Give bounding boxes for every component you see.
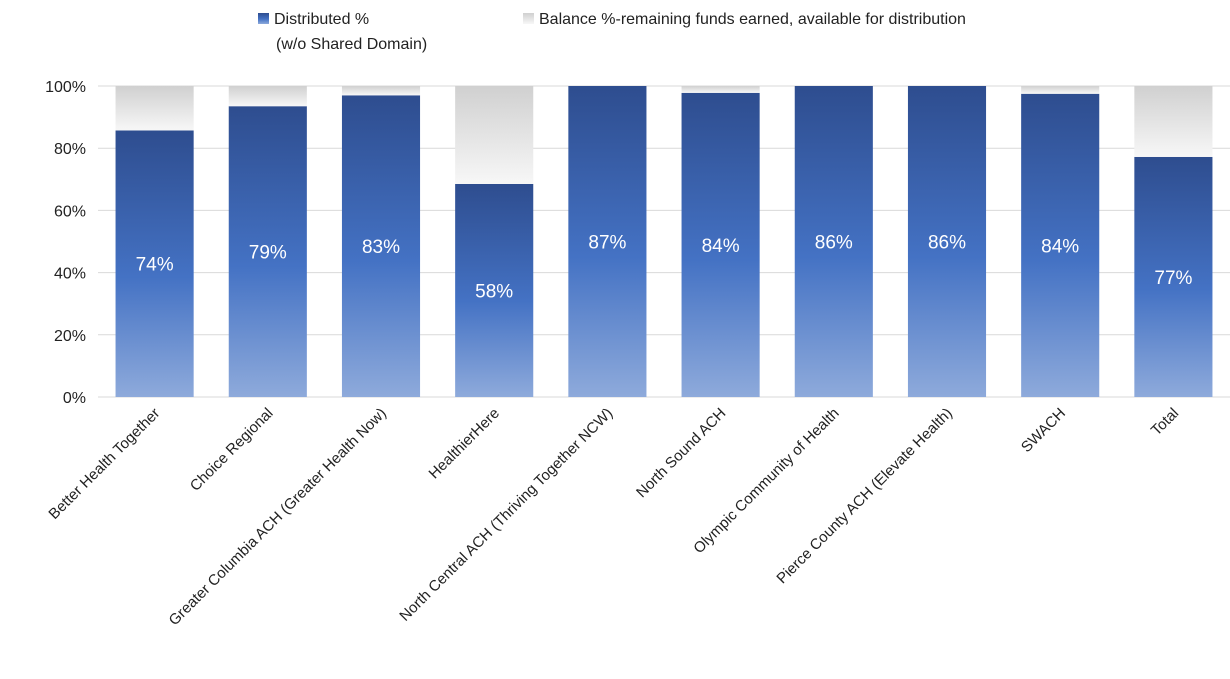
bar-balance xyxy=(681,86,760,93)
legend-label-balance: Balance %-remaining funds earned, availa… xyxy=(539,11,966,28)
x-category-label: Choice Regional xyxy=(187,405,277,495)
bar-balance xyxy=(228,86,307,107)
data-label: 87% xyxy=(588,233,626,254)
data-label: 86% xyxy=(815,233,853,254)
legend-swatch-distributed xyxy=(258,13,269,24)
legend-item-distributed: Distributed % (w/o Shared Domain) xyxy=(258,11,427,53)
y-axis: 0% 20% 40% 60% 80% 100% xyxy=(45,79,86,407)
x-category-label: Greater Columbia ACH (Greater Health Now… xyxy=(166,405,390,629)
x-category-label: Total xyxy=(1148,405,1182,439)
data-labels: 74% 79% 83% 58% 87% 84% 86% 86% 84% 77% xyxy=(136,233,1193,303)
x-category-label: Pierce County ACH (Elevate Health) xyxy=(773,405,955,587)
data-label: 77% xyxy=(1154,268,1192,289)
legend-item-balance: Balance %-remaining funds earned, availa… xyxy=(523,11,966,28)
legend: Distributed % (w/o Shared Domain) Balanc… xyxy=(258,11,966,53)
y-tick-label: 20% xyxy=(54,328,86,345)
bar-balance xyxy=(341,86,421,96)
data-label: 84% xyxy=(1041,236,1079,257)
bar-distributed xyxy=(228,106,307,397)
bar-distributed xyxy=(115,130,194,397)
legend-label-distributed-line1: Distributed % xyxy=(274,11,369,28)
y-tick-label: 40% xyxy=(54,266,86,283)
legend-swatch-balance xyxy=(523,13,534,24)
bar-distributed xyxy=(907,86,987,397)
bar-balance xyxy=(1134,86,1213,157)
x-category-label: HealthierHere xyxy=(426,405,503,482)
x-category-label: North Sound ACH xyxy=(633,405,729,501)
x-axis: Better Health Together Choice RegionalGre… xyxy=(45,405,1182,629)
y-tick-label: 100% xyxy=(45,79,86,96)
data-label: 83% xyxy=(362,237,400,258)
bar-balance xyxy=(115,86,194,131)
y-tick-label: 0% xyxy=(63,390,86,407)
data-label: 74% xyxy=(136,255,174,276)
bar-balance xyxy=(455,86,534,184)
legend-label-distributed-line2: (w/o Shared Domain) xyxy=(276,36,427,53)
data-label: 84% xyxy=(702,236,740,257)
bar-distributed xyxy=(1021,93,1100,398)
bar-distributed xyxy=(681,92,760,397)
data-label: 86% xyxy=(928,233,966,254)
data-label: 79% xyxy=(249,243,287,264)
bar-distributed xyxy=(455,183,534,397)
x-category-label: Better Health Together xyxy=(45,405,163,523)
bar-distributed xyxy=(341,95,421,397)
bars xyxy=(115,86,1213,398)
y-tick-label: 60% xyxy=(54,203,86,220)
bar-balance xyxy=(1021,86,1100,94)
bar-distributed xyxy=(794,86,873,397)
bar-distributed xyxy=(1134,156,1213,397)
bar-distributed xyxy=(568,86,647,397)
x-category-label: SWACH xyxy=(1018,405,1069,456)
y-tick-label: 80% xyxy=(54,141,86,158)
data-label: 58% xyxy=(475,281,513,302)
x-category-label: North Central ACH (Thriving Together NCW… xyxy=(396,405,616,625)
